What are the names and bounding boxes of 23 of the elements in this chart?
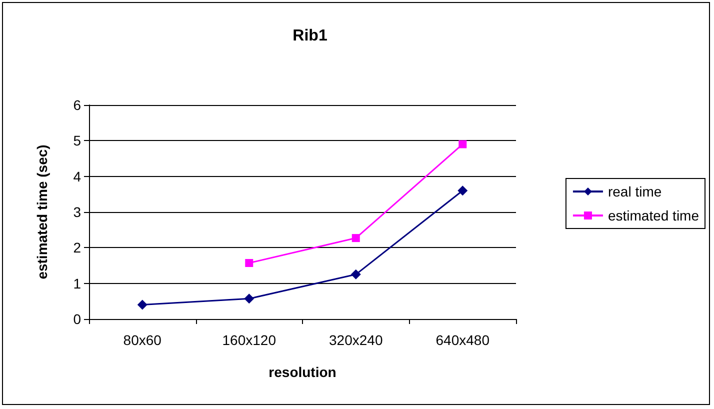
point [350, 269, 361, 280]
y-tick-label: 0 [73, 311, 82, 327]
chart-title: Rib1 [292, 28, 328, 44]
y-tick-label: 5 [73, 132, 82, 149]
legend-label: estimated time [608, 208, 700, 224]
x-tick-label: 320x240 [329, 332, 383, 348]
point [458, 140, 467, 148]
y-tick-label: 1 [73, 275, 82, 292]
legend-label: real time [608, 184, 662, 200]
y-axis-title: estimated time (sec) [34, 144, 50, 280]
y-tick-label: 3 [73, 204, 82, 220]
y-tick-label: 6 [73, 97, 82, 113]
point [244, 294, 254, 304]
point [458, 186, 468, 196]
y-tick-label: 2 [73, 240, 82, 256]
x-tick-label: 160x120 [222, 332, 276, 348]
x-tick-label: 640x480 [436, 332, 490, 348]
point [137, 300, 148, 310]
x-tick-label: 80x60 [123, 332, 162, 348]
x-axis-title: resolution [268, 364, 336, 380]
y-tick-label: 4 [73, 168, 82, 184]
point [352, 234, 360, 242]
point [245, 259, 254, 268]
